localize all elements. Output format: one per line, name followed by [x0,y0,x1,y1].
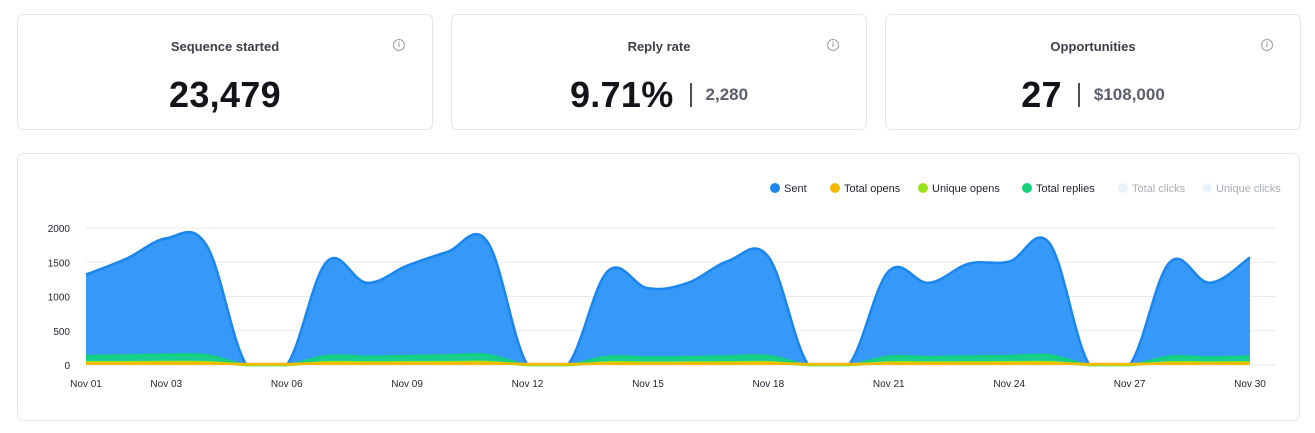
x-tick-label: Nov 06 [271,379,303,390]
chart-legend: Sent Total opens Unique opens Total replies… [770,183,1281,195]
sequence-started-value: 23,479 [169,74,281,115]
chart-x-axis: Nov 01 Nov 03 Nov 06 Nov 09 Nov 12 Nov 15 Nov … [70,379,1266,390]
legend-label: Unique clicks [1216,183,1281,195]
card-sequence-started: Sequence started i 23,479 [17,14,433,130]
chart-y-axis: 0 500 1000 1500 2000 [48,224,71,372]
x-tick-label: Nov 30 [1234,379,1266,390]
x-tick-label: Nov 27 [1114,379,1146,390]
info-icon[interactable]: i [827,39,839,51]
activity-chart: Sent Total opens Unique opens Total replies… [48,183,1281,390]
legend-label: Total clicks [1132,183,1186,195]
legend-swatch [770,183,780,193]
card-reply-rate: Reply rate i 9.71% 2,280 [451,14,867,130]
value-separator [689,83,692,107]
card-values: 27 $108,000 [886,75,1300,115]
reply-rate-value: 9.71% [569,74,674,115]
legend-item-sent[interactable]: Sent [770,183,807,195]
legend-item-unique-clicks[interactable]: Unique clicks [1202,183,1281,195]
y-tick-label: 0 [64,361,70,372]
legend-swatch [1202,183,1212,193]
info-icon[interactable]: i [1261,39,1273,51]
x-tick-label: Nov 03 [150,379,182,390]
legend-item-total-opens[interactable]: Total opens [830,183,901,195]
x-tick-label: Nov 12 [512,379,544,390]
card-opportunities: Opportunities i 27 $108,000 [885,14,1301,130]
sent-area [86,232,1250,365]
legend-swatch [918,183,928,193]
x-tick-label: Nov 01 [70,379,102,390]
card-title: Opportunities [1050,39,1136,54]
opportunities-value: 27 [1021,74,1062,115]
x-tick-label: Nov 15 [632,379,664,390]
card-title: Sequence started [170,39,280,54]
total-opens-line [85,361,1251,366]
opportunities-amount-value: $108,000 [1093,85,1165,104]
value-separator [1077,83,1080,107]
legend-swatch [1022,183,1032,193]
legend-item-unique-opens[interactable]: Unique opens [918,183,1000,195]
legend-item-total-replies[interactable]: Total replies [1022,183,1095,195]
chart-areas [85,230,1251,367]
legend-label: Unique opens [932,183,1000,195]
legend-swatch [1118,183,1128,193]
y-tick-label: 1500 [48,258,71,269]
x-tick-label: Nov 18 [753,379,785,390]
legend-label: Total opens [844,183,901,195]
y-tick-label: 2000 [48,224,71,235]
legend-item-total-clicks[interactable]: Total clicks [1118,183,1186,195]
y-tick-label: 500 [53,327,70,338]
x-tick-label: Nov 09 [391,379,423,390]
activity-chart-card: Sent Total opens Unique opens Total replies… [17,153,1300,421]
legend-label: Sent [784,183,807,195]
card-title: Reply rate [627,39,691,54]
x-tick-label: Nov 21 [873,379,905,390]
card-values: 9.71% 2,280 [452,75,866,115]
legend-label: Total replies [1036,183,1095,195]
reply-count-value: 2,280 [705,85,749,104]
y-tick-label: 1000 [48,293,71,304]
info-icon[interactable]: i [393,39,405,51]
x-tick-label: Nov 24 [993,379,1025,390]
card-values: 23,479 [18,75,432,115]
legend-swatch [830,183,840,193]
